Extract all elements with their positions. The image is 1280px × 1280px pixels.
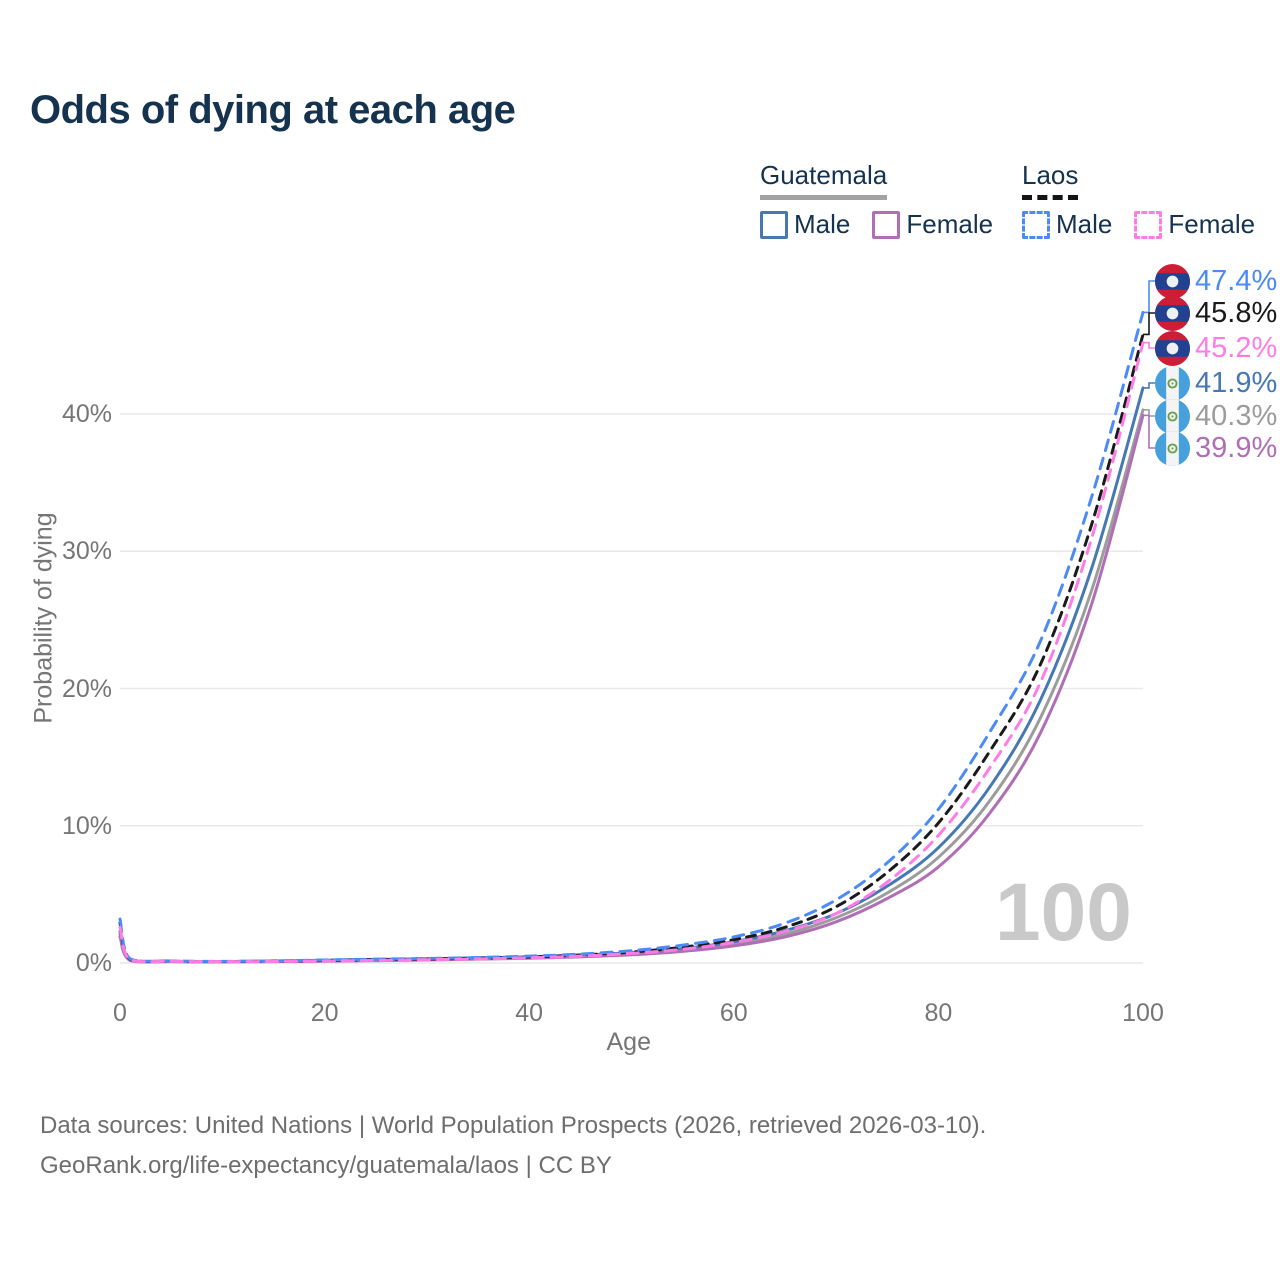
legend-item-laos-female[interactable]: Female bbox=[1134, 209, 1255, 240]
legend-label: Male bbox=[1056, 209, 1113, 239]
y-tick-0%: 0% bbox=[75, 949, 112, 977]
legend-country-laos[interactable]: Laos bbox=[1022, 160, 1079, 200]
series-line-guat_male bbox=[118, 386, 1145, 964]
y-tick-40%: 40% bbox=[61, 400, 112, 428]
legend-group-laos: Laos Male Female bbox=[1022, 160, 1277, 240]
x-tick-100: 100 bbox=[1122, 999, 1164, 1027]
end-label-connector-guat_both bbox=[1143, 409, 1155, 417]
footer-url: GeoRank.org/life-expectancy/guatemala/la… bbox=[40, 1152, 612, 1179]
x-tick-0: 0 bbox=[113, 999, 127, 1027]
legend-country-guatemala[interactable]: Guatemala bbox=[760, 160, 888, 200]
end-label-laos_both: 45.8% bbox=[1155, 296, 1277, 331]
legend-item-guatemala-male[interactable]: Male bbox=[760, 209, 850, 240]
series-line-guat_both bbox=[118, 408, 1145, 964]
x-tick-20: 20 bbox=[310, 999, 339, 1027]
end-label-connector-laos_both bbox=[1143, 312, 1155, 336]
end-label-value-laos_male: 47.4% bbox=[1195, 265, 1278, 297]
x-axis-label: Age bbox=[606, 1028, 651, 1056]
legend-swatch-guatemala-female[interactable] bbox=[872, 210, 901, 239]
legend-label: Female bbox=[906, 209, 994, 239]
end-label-value-guat_both: 40.3% bbox=[1195, 400, 1278, 432]
y-tick-10%: 10% bbox=[61, 811, 112, 840]
chart-title: Odds of dying at each age bbox=[30, 88, 516, 132]
series-line-laos_male bbox=[118, 310, 1145, 963]
end-label-connector-laos_female bbox=[1143, 341, 1155, 349]
laos-flag-icon bbox=[1155, 296, 1190, 331]
legend-item-laos-male[interactable]: Male bbox=[1022, 209, 1112, 240]
end-label-guat_male: 41.9% bbox=[1155, 366, 1277, 401]
legend-swatch-guatemala-male[interactable] bbox=[760, 210, 788, 239]
x-tick-60: 60 bbox=[719, 999, 748, 1027]
legend-items-guatemala: Male Female bbox=[760, 209, 1015, 240]
legend-item-guatemala-female[interactable]: Female bbox=[872, 209, 993, 240]
legend-label: Male bbox=[794, 209, 851, 239]
end-label-value-guat_female: 39.9% bbox=[1195, 432, 1278, 464]
footer: Data sources: United Nations | World Pop… bbox=[40, 1106, 986, 1186]
series-line-laos_female bbox=[118, 341, 1145, 964]
guatemala-flag-icon bbox=[1155, 399, 1190, 434]
end-label-value-guat_male: 41.9% bbox=[1195, 367, 1278, 399]
legend-swatch-laos-female[interactable] bbox=[1134, 210, 1163, 239]
legend-label: Female bbox=[1168, 209, 1256, 239]
end-label-guat_female: 39.9% bbox=[1155, 431, 1277, 466]
legend-items-laos: Male Female bbox=[1022, 209, 1277, 240]
legend-group-guatemala: Guatemala Male Female bbox=[760, 160, 1015, 240]
end-label-guat_both: 40.3% bbox=[1155, 399, 1277, 434]
laos-flag-icon bbox=[1155, 331, 1190, 366]
end-label-laos_male: 47.4% bbox=[1155, 264, 1277, 299]
laos-flag-icon bbox=[1155, 264, 1190, 299]
series-line-laos_both bbox=[118, 332, 1145, 964]
end-label-connector-guat_female bbox=[1143, 414, 1155, 449]
y-tick-30%: 30% bbox=[61, 537, 112, 566]
end-label-connector-guat_male bbox=[1143, 382, 1155, 389]
x-tick-80: 80 bbox=[924, 999, 953, 1027]
footer-datasource: Data sources: United Nations | World Pop… bbox=[40, 1112, 987, 1139]
end-label-connector-laos_male bbox=[1143, 280, 1155, 314]
end-label-laos_female: 45.2% bbox=[1155, 331, 1277, 366]
x-tick-40: 40 bbox=[515, 999, 544, 1027]
legend-swatch-laos-male[interactable] bbox=[1022, 210, 1050, 239]
y-tick-20%: 20% bbox=[61, 674, 112, 703]
age-watermark: 100 bbox=[995, 867, 1132, 958]
end-label-value-laos_female: 45.2% bbox=[1195, 332, 1278, 364]
end-label-value-laos_both: 45.8% bbox=[1195, 297, 1278, 329]
guatemala-flag-icon bbox=[1155, 431, 1190, 466]
guatemala-flag-icon bbox=[1155, 366, 1190, 401]
